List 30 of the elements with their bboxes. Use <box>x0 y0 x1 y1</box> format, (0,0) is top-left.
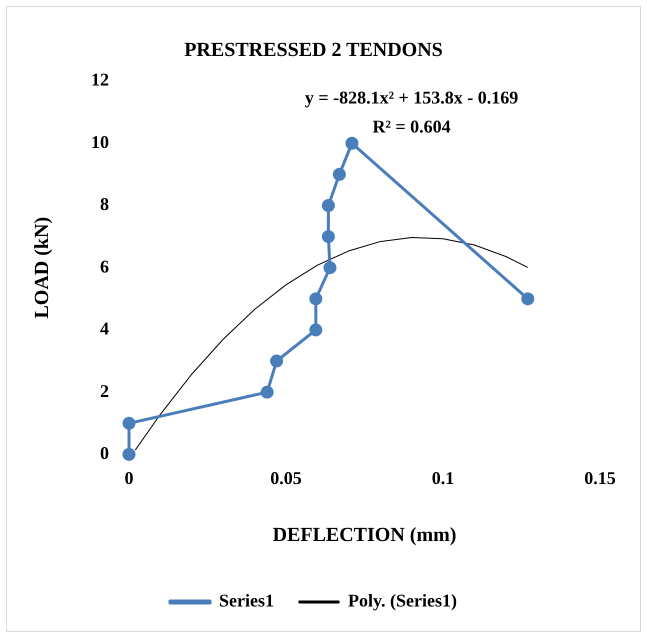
x-axis-title: DEFLECTION (mm) <box>272 524 456 546</box>
y-tick-label: 10 <box>91 132 109 152</box>
point <box>345 136 358 150</box>
point <box>332 168 346 181</box>
point <box>309 292 322 306</box>
x-tick-label: 0.15 <box>584 468 616 488</box>
x-tick-label: 0.05 <box>270 468 302 488</box>
point <box>521 292 534 306</box>
y-tick-label: 8 <box>100 194 109 214</box>
legend-label: Series1 <box>219 590 274 611</box>
y-tick-label: 2 <box>100 380 109 401</box>
y-tick-label: 6 <box>100 256 109 276</box>
point <box>323 261 336 274</box>
legend-label: Poly. (Series1) <box>348 590 457 611</box>
y-axis-title: LOAD (kN) <box>31 216 54 319</box>
point <box>322 230 335 244</box>
annotation: y = -828.1x² + 153.8x - 0.169 <box>304 88 518 108</box>
point <box>260 386 274 399</box>
y-tick-label: 12 <box>91 70 109 90</box>
point <box>122 416 136 430</box>
point <box>322 198 335 212</box>
x-tick-label: 0 <box>124 468 134 488</box>
point <box>309 323 322 336</box>
y-tick-label: 0 <box>100 443 109 464</box>
chart-title: PRESTRESSED 2 TENDONS <box>184 39 443 62</box>
point <box>122 448 136 461</box>
point <box>270 354 284 368</box>
x-tick-label: 0.1 <box>432 468 454 488</box>
annotation: R² = 0.604 <box>372 116 451 137</box>
y-tick-label: 4 <box>100 318 109 339</box>
